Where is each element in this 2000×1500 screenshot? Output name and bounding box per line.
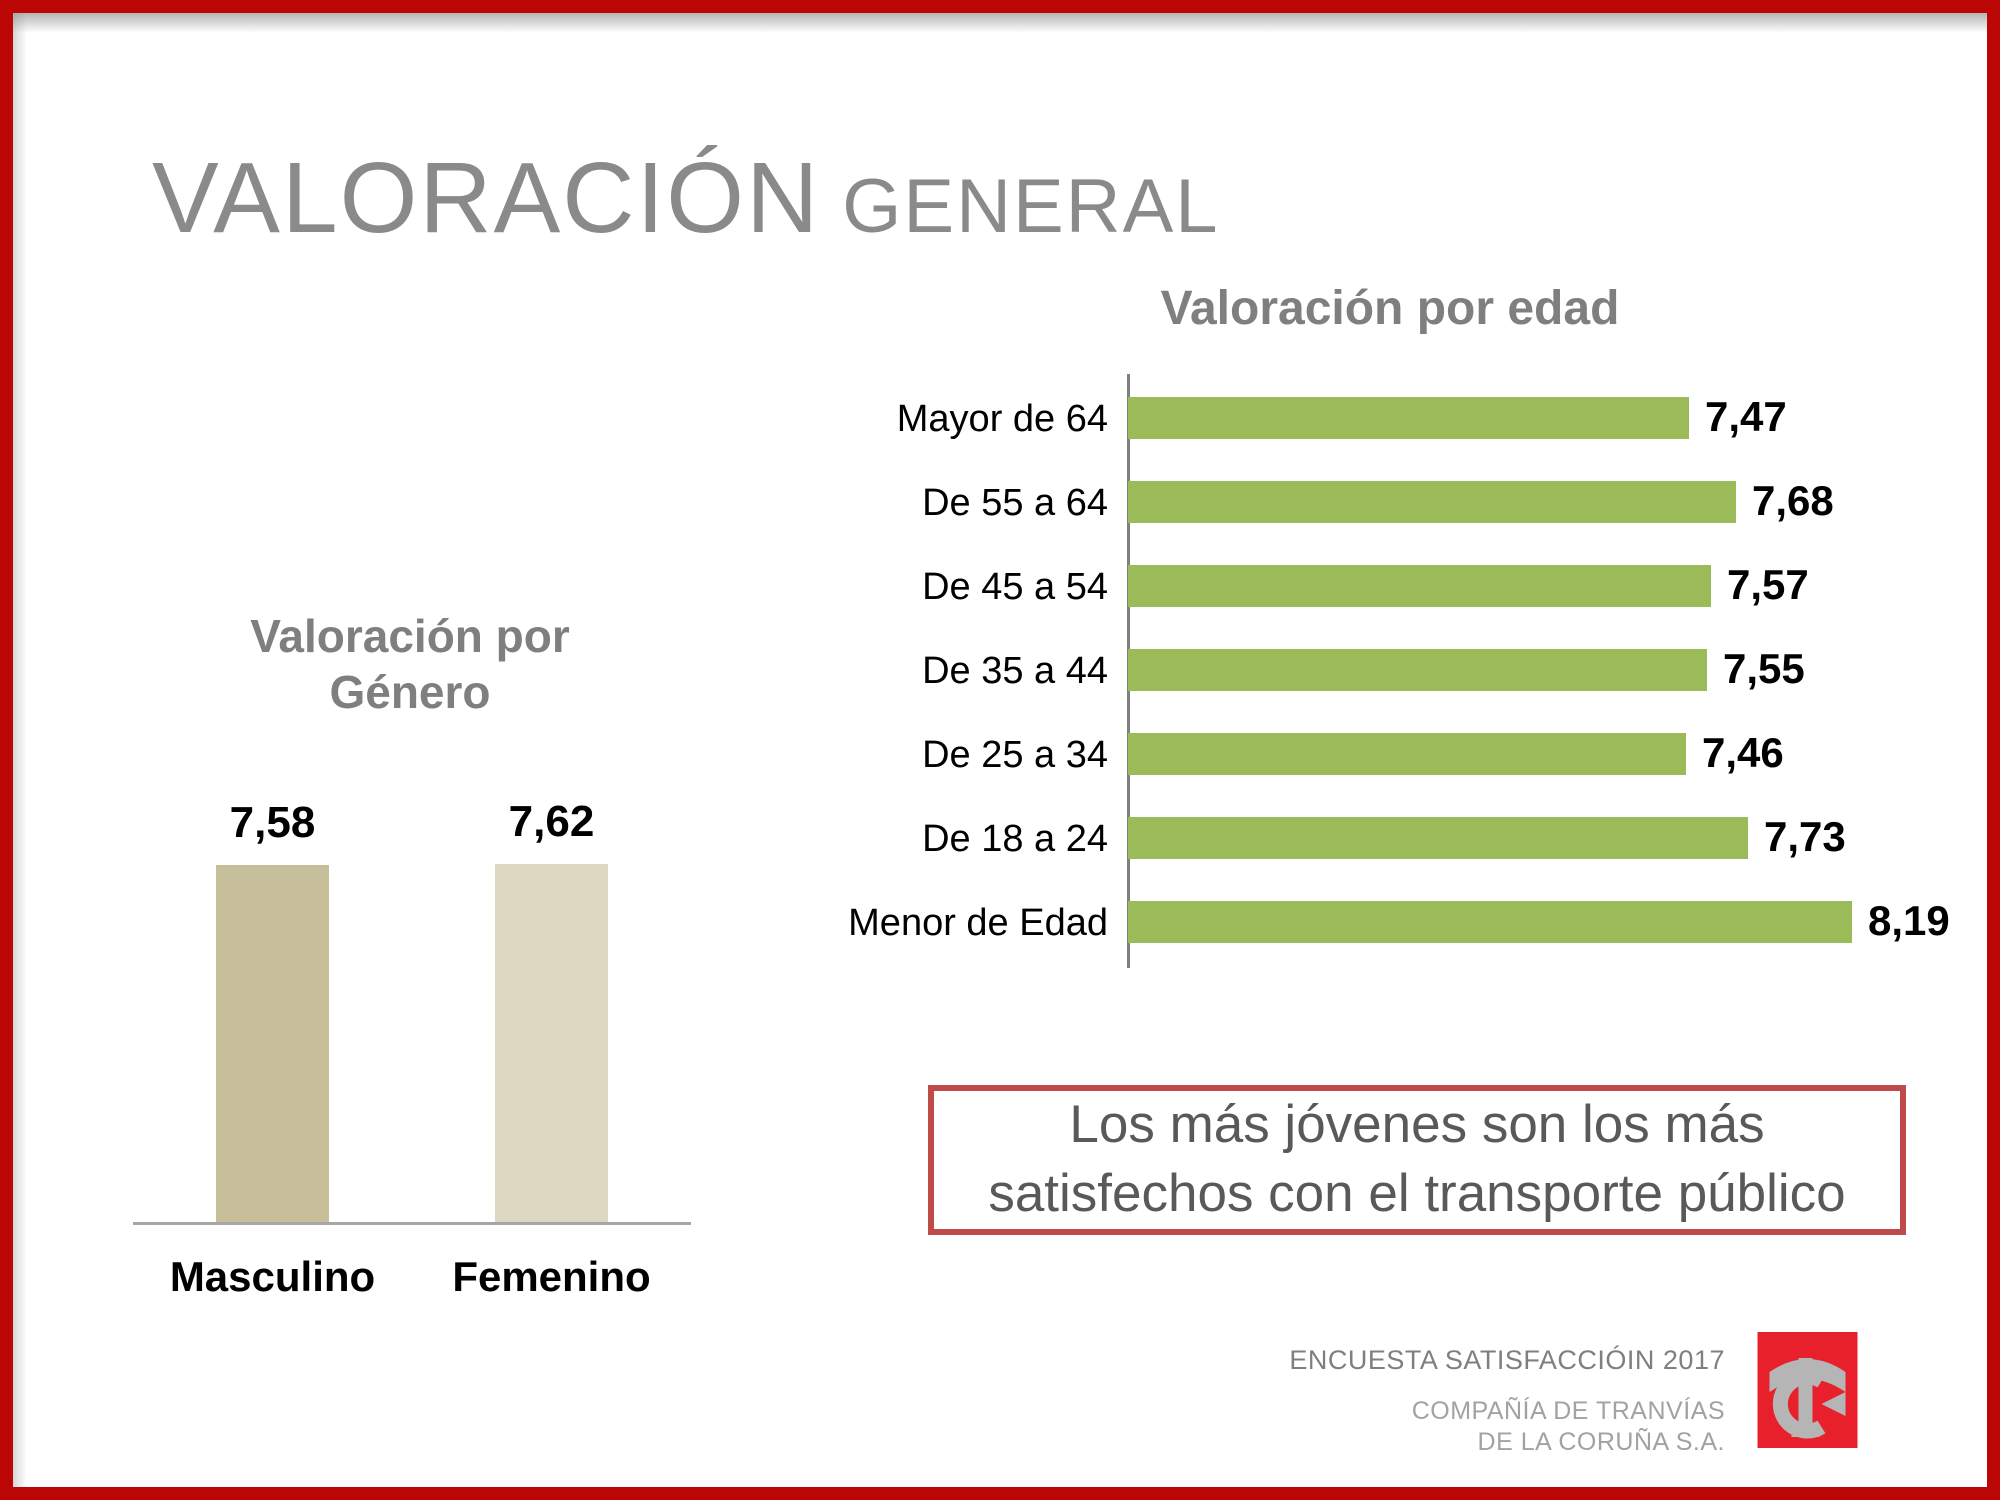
age-bar-value: 8,19 [1868, 897, 1950, 944]
age-bar [1128, 481, 1736, 523]
company-name: COMPAÑÍA DE TRANVÍAS DE LA CORUÑA S.A. [1300, 1396, 1725, 1459]
age-category-label: De 55 a 64 [922, 482, 1108, 524]
age-category-label: Menor de Edad [848, 902, 1108, 944]
inner-shadow-left [13, 13, 27, 1487]
gender-x-axis [133, 1222, 691, 1225]
company-logo-tc-icon [1757, 1332, 1858, 1448]
age-category-label: De 35 a 44 [922, 650, 1108, 692]
age-bar-value: 7,55 [1723, 645, 1805, 692]
age-category-label: De 18 a 24 [922, 818, 1108, 860]
company-name-line2: DE LA CORUÑA S.A. [1477, 1428, 1725, 1457]
conclusion-line1: Los más jóvenes son los más [1069, 1095, 1765, 1155]
inner-shadow-top [13, 13, 1987, 33]
title-sub: GENERAL [842, 164, 1220, 249]
age-bar [1128, 565, 1711, 607]
age-bar-value: 7,73 [1764, 813, 1846, 860]
age-bar [1128, 733, 1686, 775]
title-main: VALORACIÓN [152, 142, 821, 254]
age-bar-value: 7,47 [1705, 393, 1787, 440]
gender-bar-masculino [216, 865, 329, 1224]
gender-category-label: Masculino [169, 1253, 376, 1300]
company-name-line1: COMPAÑÍA DE TRANVÍAS [1411, 1397, 1725, 1425]
age-bar [1128, 817, 1748, 859]
age-bar-value: 7,46 [1702, 729, 1784, 776]
age-bar [1128, 649, 1707, 691]
age-chart-title: Valoración por edad [1160, 282, 1620, 335]
age-bar-value: 7,68 [1752, 477, 1834, 524]
age-category-label: De 25 a 34 [922, 734, 1108, 776]
age-category-label: Mayor de 64 [896, 398, 1108, 440]
gender-bar-femenino [495, 864, 608, 1224]
conclusion-box: Los más jóvenes son los más satisfechos … [928, 1085, 1906, 1235]
age-bar [1128, 397, 1689, 439]
gender-chart-title: Valoración por Género [165, 608, 655, 720]
age-bar-value: 7,57 [1727, 561, 1809, 608]
conclusion-line2: satisfechos con el transporte público [988, 1164, 1846, 1223]
gender-chart-title-line2: Género [329, 666, 491, 719]
page-title: VALORACIÓN GENERAL [152, 148, 1220, 248]
gender-bar-value: 7,58 [229, 798, 316, 847]
survey-label: ENCUESTA SATISFACCIÓIN 2017 [1289, 1345, 1725, 1375]
gender-bar-value: 7,62 [508, 797, 595, 846]
age-category-label: De 45 a 54 [922, 566, 1108, 608]
age-bar [1128, 901, 1852, 943]
gender-chart-title-line1: Valoración por [250, 610, 570, 662]
gender-category-label: Femenino [452, 1253, 651, 1300]
